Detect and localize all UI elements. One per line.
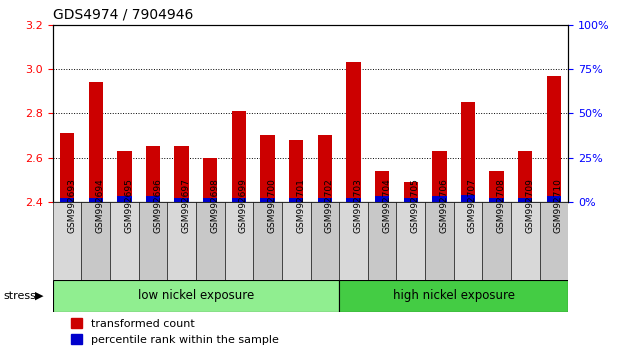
Bar <box>368 202 396 280</box>
Bar <box>396 202 425 280</box>
Bar <box>175 198 189 202</box>
Bar <box>53 280 339 312</box>
Bar <box>89 198 103 202</box>
Bar <box>489 198 504 202</box>
Bar <box>339 202 368 280</box>
Bar <box>425 202 454 280</box>
Bar <box>138 202 167 280</box>
Bar <box>117 151 132 202</box>
Bar <box>196 202 225 280</box>
Text: GSM992697: GSM992697 <box>182 178 191 233</box>
Legend: transformed count, percentile rank within the sample: transformed count, percentile rank withi… <box>71 319 279 345</box>
Bar <box>260 135 274 202</box>
Bar <box>511 202 540 280</box>
Bar <box>89 82 103 202</box>
Bar <box>310 202 339 280</box>
Bar <box>454 202 483 280</box>
Bar <box>203 158 217 202</box>
Bar <box>518 198 532 202</box>
Bar <box>404 198 418 202</box>
Bar <box>53 202 81 280</box>
Bar <box>60 198 75 202</box>
Bar <box>432 151 446 202</box>
Text: GSM992695: GSM992695 <box>124 178 134 233</box>
Text: low nickel exposure: low nickel exposure <box>138 289 254 302</box>
Bar <box>282 202 310 280</box>
Text: GSM992699: GSM992699 <box>239 178 248 233</box>
Bar <box>347 198 361 202</box>
Bar <box>375 171 389 202</box>
Text: GSM992693: GSM992693 <box>67 178 76 233</box>
Text: GSM992702: GSM992702 <box>325 178 334 233</box>
Text: GSM992703: GSM992703 <box>353 178 363 233</box>
Text: GSM992694: GSM992694 <box>96 178 105 233</box>
Bar <box>546 196 561 202</box>
Bar <box>518 151 532 202</box>
Bar <box>225 202 253 280</box>
Bar <box>540 202 568 280</box>
Bar <box>483 202 511 280</box>
Text: GSM992701: GSM992701 <box>296 178 305 233</box>
Bar <box>404 182 418 202</box>
Text: GSM992707: GSM992707 <box>468 178 477 233</box>
Text: ▶: ▶ <box>35 291 44 301</box>
Bar <box>232 111 246 202</box>
Text: GSM992708: GSM992708 <box>497 178 505 233</box>
Bar <box>167 202 196 280</box>
Bar <box>117 196 132 202</box>
Bar <box>347 62 361 202</box>
Bar <box>253 202 282 280</box>
Bar <box>461 102 475 202</box>
Text: GSM992709: GSM992709 <box>525 178 534 233</box>
Bar <box>318 198 332 202</box>
Bar <box>110 202 138 280</box>
Bar <box>146 147 160 202</box>
Bar <box>175 147 189 202</box>
Bar <box>289 198 303 202</box>
Bar <box>489 171 504 202</box>
Bar <box>203 198 217 202</box>
Text: GDS4974 / 7904946: GDS4974 / 7904946 <box>53 7 193 21</box>
Text: GSM992700: GSM992700 <box>268 178 276 233</box>
Text: high nickel exposure: high nickel exposure <box>392 289 515 302</box>
Text: stress: stress <box>3 291 36 301</box>
Text: GSM992706: GSM992706 <box>440 178 448 233</box>
Bar <box>60 133 75 202</box>
Text: GSM992710: GSM992710 <box>554 178 563 233</box>
Bar <box>432 196 446 202</box>
Bar <box>146 196 160 202</box>
Text: GSM992704: GSM992704 <box>382 178 391 233</box>
Bar <box>232 198 246 202</box>
Bar <box>546 76 561 202</box>
Bar <box>289 140 303 202</box>
Bar <box>461 195 475 202</box>
Text: GSM992696: GSM992696 <box>153 178 162 233</box>
Bar <box>339 280 568 312</box>
Bar <box>375 196 389 202</box>
Bar <box>318 135 332 202</box>
Bar <box>81 202 110 280</box>
Bar <box>260 198 274 202</box>
Text: GSM992698: GSM992698 <box>211 178 219 233</box>
Text: GSM992705: GSM992705 <box>410 178 420 233</box>
